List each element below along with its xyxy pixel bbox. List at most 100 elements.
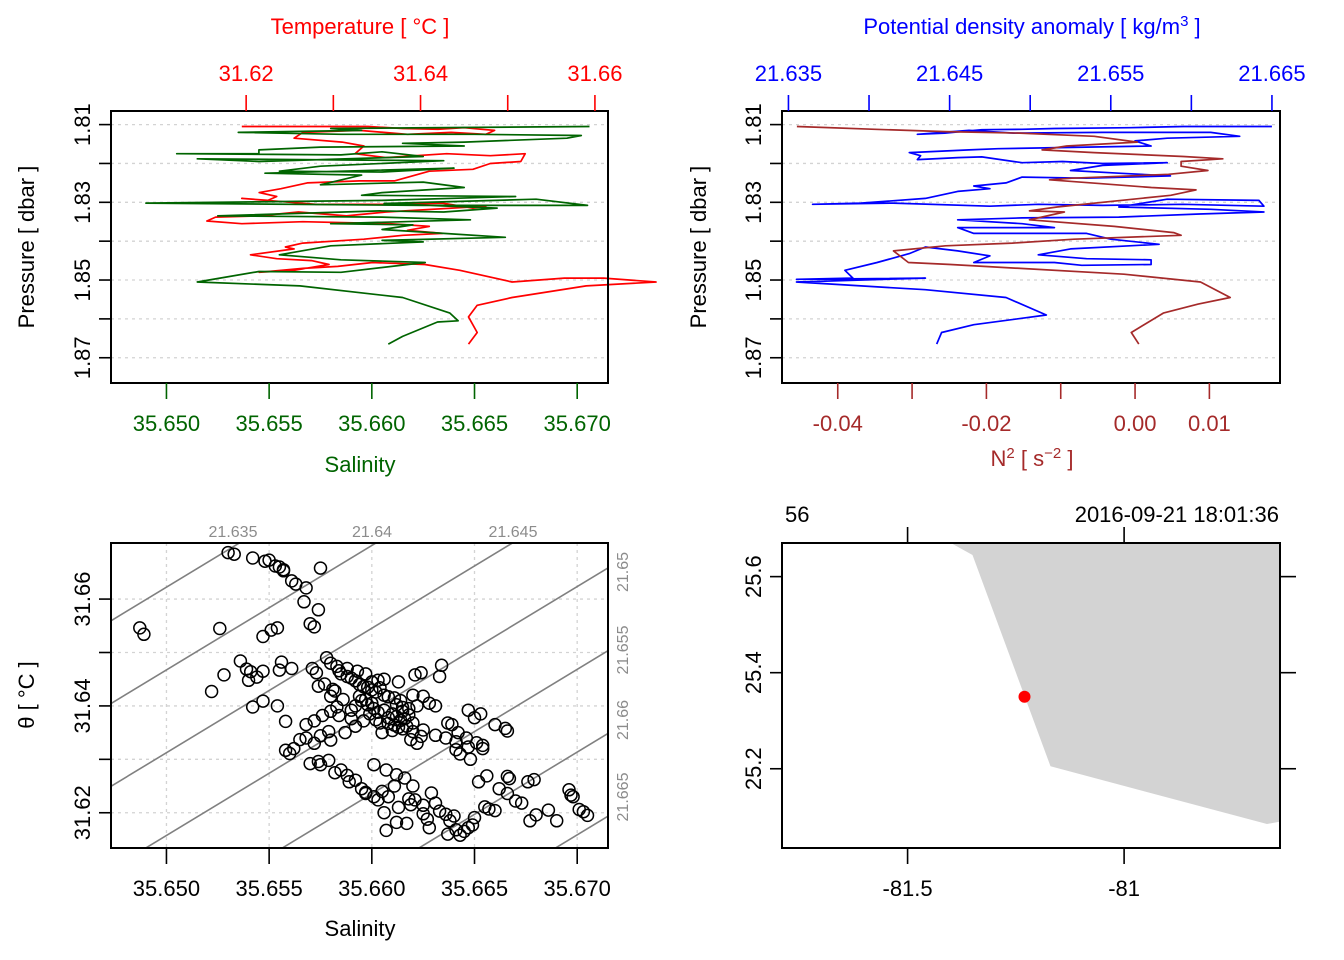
ts-point [410, 699, 424, 713]
ts-point [284, 661, 299, 676]
ts-point [377, 672, 391, 686]
ts-point [323, 704, 338, 719]
pressure-tick-label: 1.87 [741, 336, 766, 379]
bottom-axis-tick-label: -0.02 [961, 411, 1011, 436]
ts-point [576, 804, 591, 819]
pressure-axis: 1.81 1.83 1.85 1.87 [70, 103, 111, 379]
ts-point [303, 756, 317, 771]
ts-point [500, 724, 515, 738]
top-axis-tick-label: 21.655 [1077, 61, 1144, 86]
ts-point [453, 747, 467, 761]
salinity-tick-label: 35.655 [235, 876, 302, 901]
ts-point [287, 741, 301, 756]
ts-point [416, 807, 430, 821]
ts-point [428, 699, 443, 713]
ts-point [422, 820, 437, 835]
plot-frame [781, 542, 1281, 849]
ts-point [502, 771, 517, 786]
ts-point [352, 689, 367, 704]
series-line-temperature [206, 125, 657, 345]
ts-point [422, 696, 437, 710]
ts-point [270, 621, 285, 635]
ts-point [305, 661, 320, 676]
theta-tick-label: 31.62 [70, 785, 95, 840]
ts-point [264, 623, 278, 637]
ts-point [307, 620, 322, 634]
plot-frame [110, 110, 609, 384]
ts-point [299, 717, 313, 732]
series-line-n- [796, 125, 1232, 345]
isopycnal-top-label: 21.635 [209, 524, 258, 541]
superscript: −2 [1044, 445, 1061, 462]
pressure-axis-title: Pressure [ dbar ] [686, 166, 711, 329]
ts-point [375, 725, 389, 740]
ts-point [432, 669, 447, 684]
ts-point [340, 661, 354, 676]
plot-frame [110, 542, 609, 849]
n2-axis: -0.04 -0.02 0.00 0.01 [813, 383, 1231, 436]
ts-point [270, 699, 285, 713]
ts-point [137, 627, 151, 642]
ts-point [527, 772, 541, 787]
ts-point [391, 800, 406, 815]
title-text: Potential density anomaly [ kg/m [863, 14, 1180, 39]
pressure-axis: 1.81 1.83 1.85 1.87 [741, 103, 782, 379]
bottom-axis-tick-label: 35.660 [338, 411, 405, 436]
ts-point [272, 663, 287, 677]
ts-point [475, 741, 490, 756]
ts-point [282, 746, 297, 761]
ts-point [344, 703, 359, 717]
pressure-tick-label: 1.87 [70, 336, 95, 379]
ts-point [321, 724, 336, 739]
ts-point [217, 668, 231, 682]
ts-point [250, 670, 264, 684]
station-marker[interactable] [1018, 690, 1031, 703]
ts-point [358, 692, 373, 707]
ts-point [348, 719, 363, 733]
isopycnal-right-label: 21.66 [615, 700, 632, 740]
ts-point [395, 722, 410, 736]
ts-point [311, 679, 326, 693]
ts-point [488, 717, 502, 732]
ts-point [299, 581, 313, 595]
ts-point [245, 700, 260, 714]
ts-point [233, 654, 248, 668]
ts-point [311, 754, 326, 769]
pressure-tick-label: 1.85 [741, 259, 766, 302]
coastline-land [950, 543, 1280, 824]
temperature-axis: 31.62 31.64 31.66 [219, 61, 622, 111]
salinity-axis-title: Salinity [325, 452, 396, 477]
latitude-tick-label: 25.2 [741, 747, 766, 790]
top-axis-tick-label: 31.66 [567, 61, 622, 86]
ts-point [299, 731, 313, 745]
density-axis-title-text: Potential density anomaly [ kg/m3 ] [863, 13, 1200, 40]
theta-axis-title: θ [ °C ] [14, 661, 39, 728]
ts-point [549, 814, 564, 828]
ts-point [311, 603, 326, 617]
ts-point [227, 547, 241, 561]
ts-point [443, 814, 457, 828]
ts-point [387, 779, 402, 793]
ts-point [432, 804, 447, 818]
ts-point [488, 803, 502, 818]
ts-point [373, 716, 387, 730]
title-text: ] [1061, 446, 1073, 471]
top-axis-tick-label: 31.62 [219, 61, 274, 86]
bottom-axis-tick-label: 35.655 [235, 411, 302, 436]
ts-point [326, 682, 340, 697]
ts-point [278, 743, 293, 758]
pressure-tick-label: 1.81 [70, 103, 95, 146]
ts-point [406, 716, 420, 730]
bottom-axis-tick-label: -0.04 [813, 411, 863, 436]
latitude-tick-label: 25.6 [741, 555, 766, 598]
ts-point [309, 666, 324, 680]
ts-point [334, 763, 348, 777]
ts-point [379, 823, 393, 838]
top-axis-tick-label: 21.645 [916, 61, 983, 86]
ts-point [321, 753, 336, 768]
ts-point [482, 802, 496, 816]
ts-point [428, 728, 443, 743]
ts-point [371, 673, 385, 688]
ts-point [293, 732, 307, 747]
series-line-potential-density-anomaly [795, 125, 1272, 345]
